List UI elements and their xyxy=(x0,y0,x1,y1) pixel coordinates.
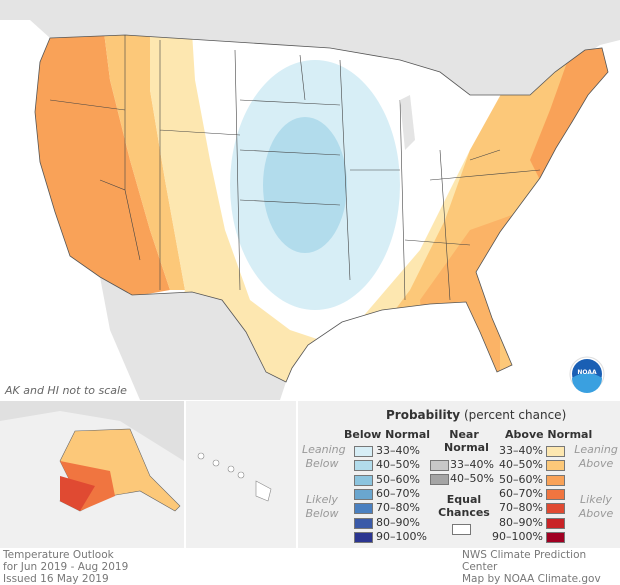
above-swatch xyxy=(546,503,565,515)
above-label: 60–70% xyxy=(499,486,543,500)
below-label: 60–70% xyxy=(376,486,420,500)
below-normal-heading: Below Normal xyxy=(344,428,431,441)
central-blue-40-50 xyxy=(263,117,347,253)
canada-land xyxy=(0,0,620,95)
west-light-orange-band xyxy=(100,35,185,290)
near-label: 33–40% xyxy=(450,458,494,471)
alaska-inset xyxy=(0,401,184,548)
above-normal-heading: Above Normal xyxy=(505,428,593,441)
probability-legend: Probability (percent chance) Below Norma… xyxy=(298,401,620,548)
below-label: 33–40% xyxy=(376,444,420,457)
outlook-info: Temperature Outlook for Jun 2019 - Aug 20… xyxy=(3,549,129,585)
below-label: 90–100% xyxy=(376,529,427,543)
below-label: 50–60% xyxy=(376,472,420,486)
above-swatch xyxy=(546,488,565,500)
svg-text:NOAA: NOAA xyxy=(577,369,597,376)
state-borders xyxy=(49,35,541,301)
above-swatch xyxy=(546,460,565,472)
below-label: 80–90% xyxy=(376,515,420,529)
near-label: 40–50% xyxy=(450,472,494,486)
below-swatch xyxy=(354,517,373,529)
likely-below-label: Likely Below xyxy=(305,493,339,520)
lake-michigan xyxy=(400,95,415,150)
near-swatch xyxy=(430,460,449,471)
leaning-above-label: Leaning Above xyxy=(574,443,618,470)
below-label: 70–80% xyxy=(376,501,420,515)
below-swatch xyxy=(354,488,373,500)
below-swatch xyxy=(354,460,373,472)
above-label: 70–80% xyxy=(499,501,543,515)
likely-above-label: Likely Above xyxy=(578,493,614,520)
legend-title: Probability (percent chance) xyxy=(386,408,567,422)
mexico-land xyxy=(100,277,286,400)
below-swatch xyxy=(354,531,373,543)
above-label: 50–60% xyxy=(499,472,543,486)
below-swatch xyxy=(354,503,373,515)
hawaii-inset xyxy=(186,401,296,548)
near-swatch xyxy=(430,474,449,486)
leaning-below-label: Leaning Below xyxy=(302,443,346,470)
above-label: 40–50% xyxy=(499,458,543,472)
conus-map: NOAA AK and HI not to scale xyxy=(0,0,620,400)
above-label: 33–40% xyxy=(499,444,543,457)
above-swatch xyxy=(546,446,565,457)
below-swatch xyxy=(354,474,373,486)
above-label: 90–100% xyxy=(492,529,543,543)
below-label: 40–50% xyxy=(376,458,420,472)
above-swatch xyxy=(546,474,565,486)
noaa-logo: NOAA xyxy=(569,356,605,393)
below-swatch xyxy=(354,446,373,457)
above-swatch xyxy=(546,517,565,529)
above-label: 80–90% xyxy=(499,515,543,529)
conus-map-svg: NOAA AK and HI not to scale xyxy=(0,0,620,400)
hawaii-islands xyxy=(197,452,272,502)
above-swatch xyxy=(546,531,565,543)
scale-note: AK and HI not to scale xyxy=(4,384,127,397)
credits: NWS Climate Prediction Center Map by NOAA… xyxy=(462,549,601,585)
near-normal-heading: Near Normal xyxy=(444,428,489,454)
equal-chances-heading: Equal Chances xyxy=(438,493,490,519)
equal-chances-swatch xyxy=(452,524,471,535)
